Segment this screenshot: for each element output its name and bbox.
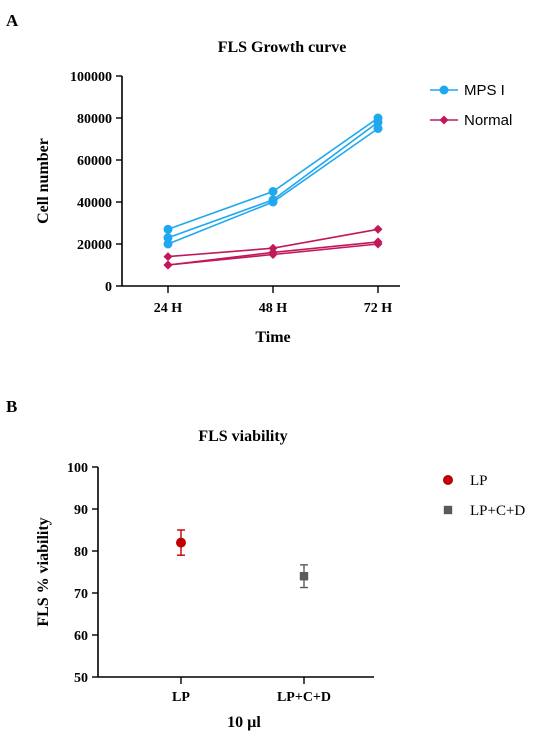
legend-label: LP+C+D [470, 503, 525, 519]
data-point [176, 537, 186, 548]
data-point [373, 117, 383, 127]
y-tick-label: 0 [105, 280, 112, 295]
legend-label: MPS I [464, 82, 505, 99]
y-tick-label: 40000 [77, 196, 112, 211]
legend-marker [439, 85, 449, 95]
chart-b-xlabel: 10 µl [227, 714, 261, 731]
chart-a-xlabel: Time [255, 329, 290, 346]
x-tick-label: 72 H [364, 301, 393, 316]
y-tick-label: 20000 [77, 238, 112, 253]
chart-a-title: FLS Growth curve [218, 39, 347, 56]
series-line [167, 117, 379, 231]
x-tick-label: 48 H [259, 301, 288, 316]
chart-a-plot: 0 20000 40000 60000 80000 100000 24 H 48 H 72 H [70, 70, 400, 316]
data-point [163, 224, 173, 234]
y-tick-label: 60 [74, 629, 88, 644]
y-tick-label: 100 [67, 461, 88, 476]
y-tick-label: 100000 [70, 70, 112, 85]
panel-label-a: A [6, 11, 19, 30]
panel-a: A FLS Growth curve Cell number Time 0 200… [6, 11, 512, 346]
legend-marker [443, 475, 453, 485]
data-point [163, 260, 173, 270]
legend-label: Normal [464, 112, 512, 129]
chart-b-ylabel: FLS % viability [35, 517, 52, 626]
data-point [268, 250, 278, 259]
x-tick-label: LP+C+D [277, 690, 331, 705]
x-tick-label: LP [172, 690, 190, 705]
data-point [268, 187, 278, 196]
y-tick-label: 80 [74, 545, 88, 560]
data-point [163, 233, 173, 243]
chart-b-title: FLS viability [198, 428, 287, 445]
data-point [163, 252, 173, 262]
x-tick-label: 24 H [154, 301, 183, 316]
chart-b-legend: LP LP+C+D [443, 473, 525, 519]
legend-marker [439, 115, 449, 125]
legend-label: LP [470, 473, 488, 489]
y-tick-label: 60000 [77, 154, 112, 169]
data-point [299, 572, 309, 581]
y-tick-label: 50 [74, 671, 88, 686]
y-tick-label: 70 [74, 587, 88, 602]
legend-marker [443, 505, 453, 515]
chart-a-legend: MPS I Normal [430, 82, 512, 129]
data-point [373, 239, 383, 249]
data-point [268, 197, 278, 207]
chart-b-plot: 50 60 70 80 90 100 LP LP+C+D [67, 461, 374, 705]
panel-label-b: B [6, 397, 17, 416]
panel-b: B FLS viability FLS % viability 10 µl 50… [6, 397, 525, 731]
y-tick-label: 80000 [77, 112, 112, 127]
data-point [373, 224, 383, 234]
y-tick-label: 90 [74, 503, 88, 518]
data-point [373, 124, 383, 133]
chart-a-ylabel: Cell number [35, 138, 52, 224]
data-point [163, 239, 173, 249]
